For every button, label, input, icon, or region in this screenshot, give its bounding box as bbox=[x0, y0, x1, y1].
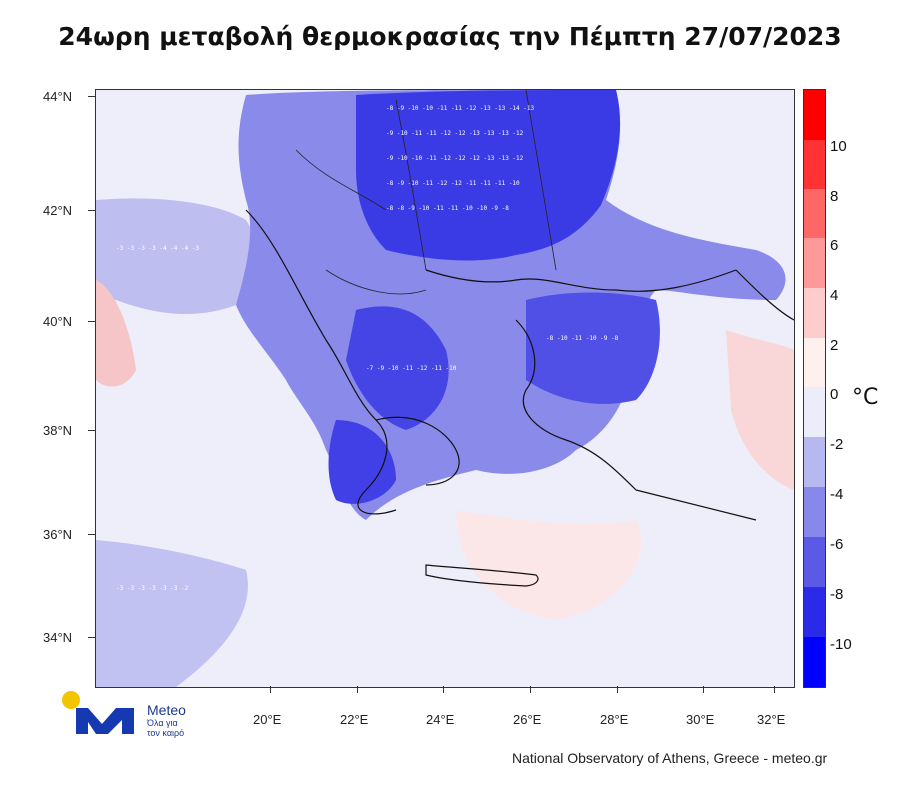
lat-label-40: 40°N bbox=[43, 314, 73, 329]
lon-label-32: 32°E bbox=[757, 712, 786, 727]
logo-brand-name: Meteo bbox=[147, 702, 186, 718]
colorbar-label: 8 bbox=[830, 188, 839, 205]
colorbar-label: 0 bbox=[830, 386, 839, 403]
lat-label-42: 42°N bbox=[43, 203, 73, 218]
temperature-change-map: -8 -9 -10 -10 -11 -11 -12 -13 -13 -14 -1… bbox=[95, 89, 795, 688]
colorbar-label: 4 bbox=[830, 287, 839, 304]
colorbar-label: -10 bbox=[830, 636, 852, 653]
color-swatch bbox=[804, 140, 825, 189]
lat-label-34: 34°N bbox=[43, 630, 73, 645]
svg-text:-3 -3 -3 -3 -4 -4 -4 -3: -3 -3 -3 -3 -4 -4 -4 -3 bbox=[116, 245, 199, 252]
colorbar-label: -2 bbox=[830, 436, 844, 453]
lon-label-22: 22°E bbox=[340, 712, 369, 727]
lat-label-44: 44°N bbox=[43, 89, 73, 104]
lon-label-28: 28°E bbox=[600, 712, 629, 727]
svg-text:-8 -9 -10 -10 -11 -11 -12 -13: -8 -9 -10 -10 -11 -11 -12 -13 -13 -14 -1… bbox=[386, 105, 534, 112]
color-swatch bbox=[804, 487, 825, 537]
colorbar-label: -8 bbox=[830, 586, 844, 603]
colorbar-label: 10 bbox=[830, 138, 847, 155]
colorbar-label: 2 bbox=[830, 337, 839, 354]
color-swatch bbox=[804, 437, 825, 487]
svg-text:-8 -9 -10 -11 -12 -12 -11 -11: -8 -9 -10 -11 -12 -12 -11 -11 -11 -10 bbox=[386, 180, 520, 187]
source-credit: National Observatory of Athens, Greece -… bbox=[512, 750, 828, 766]
meteo-logo bbox=[62, 688, 212, 748]
logo-tagline-line2: τον καιρό bbox=[147, 728, 185, 738]
svg-text:-9 -10 -11 -11 -12 -12 -13 -13: -9 -10 -11 -11 -12 -12 -13 -13 -13 -12 bbox=[386, 130, 524, 137]
lon-label-26: 26°E bbox=[513, 712, 542, 727]
color-swatch bbox=[804, 90, 825, 140]
color-swatch bbox=[804, 587, 825, 637]
color-swatch bbox=[804, 387, 825, 437]
color-swatch bbox=[804, 338, 825, 387]
svg-text:-8 -8 -9 -10 -11 -11 -10 -10 -: -8 -8 -9 -10 -11 -11 -10 -10 -9 -8 bbox=[386, 205, 509, 212]
color-swatch bbox=[804, 238, 825, 288]
color-swatch bbox=[804, 637, 825, 687]
color-swatch bbox=[804, 189, 825, 238]
unit-label: °C bbox=[852, 385, 879, 410]
logo-tagline: Όλα για τον καιρό bbox=[147, 718, 184, 738]
svg-text:-7 -9 -10 -11 -12 -11 -10: -7 -9 -10 -11 -12 -11 -10 bbox=[366, 365, 457, 372]
map-canvas: -8 -9 -10 -10 -11 -11 -12 -13 -13 -14 -1… bbox=[96, 90, 794, 687]
svg-text:-9 -10 -10 -11 -12 -12 -12 -13: -9 -10 -10 -11 -12 -12 -12 -13 -13 -12 bbox=[386, 155, 524, 162]
logo-tagline-line1: Όλα για bbox=[147, 718, 178, 728]
map-title: 24ωρη μεταβολή θερμοκρασίας την Πέμπτη 2… bbox=[58, 22, 842, 51]
svg-text:-8 -10 -11 -10 -9 -8: -8 -10 -11 -10 -9 -8 bbox=[546, 335, 619, 342]
lon-label-24: 24°E bbox=[426, 712, 455, 727]
color-legend-bar bbox=[803, 89, 826, 688]
color-swatch bbox=[804, 288, 825, 338]
svg-text:-3 -3 -3 -3 -3 -3 -2: -3 -3 -3 -3 -3 -3 -2 bbox=[116, 585, 189, 592]
lat-label-36: 36°N bbox=[43, 527, 73, 542]
color-swatch bbox=[804, 537, 825, 587]
lat-label-38: 38°N bbox=[43, 423, 73, 438]
colorbar-label: -6 bbox=[830, 536, 844, 553]
lon-label-20: 20°E bbox=[253, 712, 282, 727]
colorbar-label: -4 bbox=[830, 486, 844, 503]
lon-label-30: 30°E bbox=[686, 712, 715, 727]
meteo-logo-mark bbox=[62, 691, 134, 734]
colorbar-label: 6 bbox=[830, 237, 839, 254]
